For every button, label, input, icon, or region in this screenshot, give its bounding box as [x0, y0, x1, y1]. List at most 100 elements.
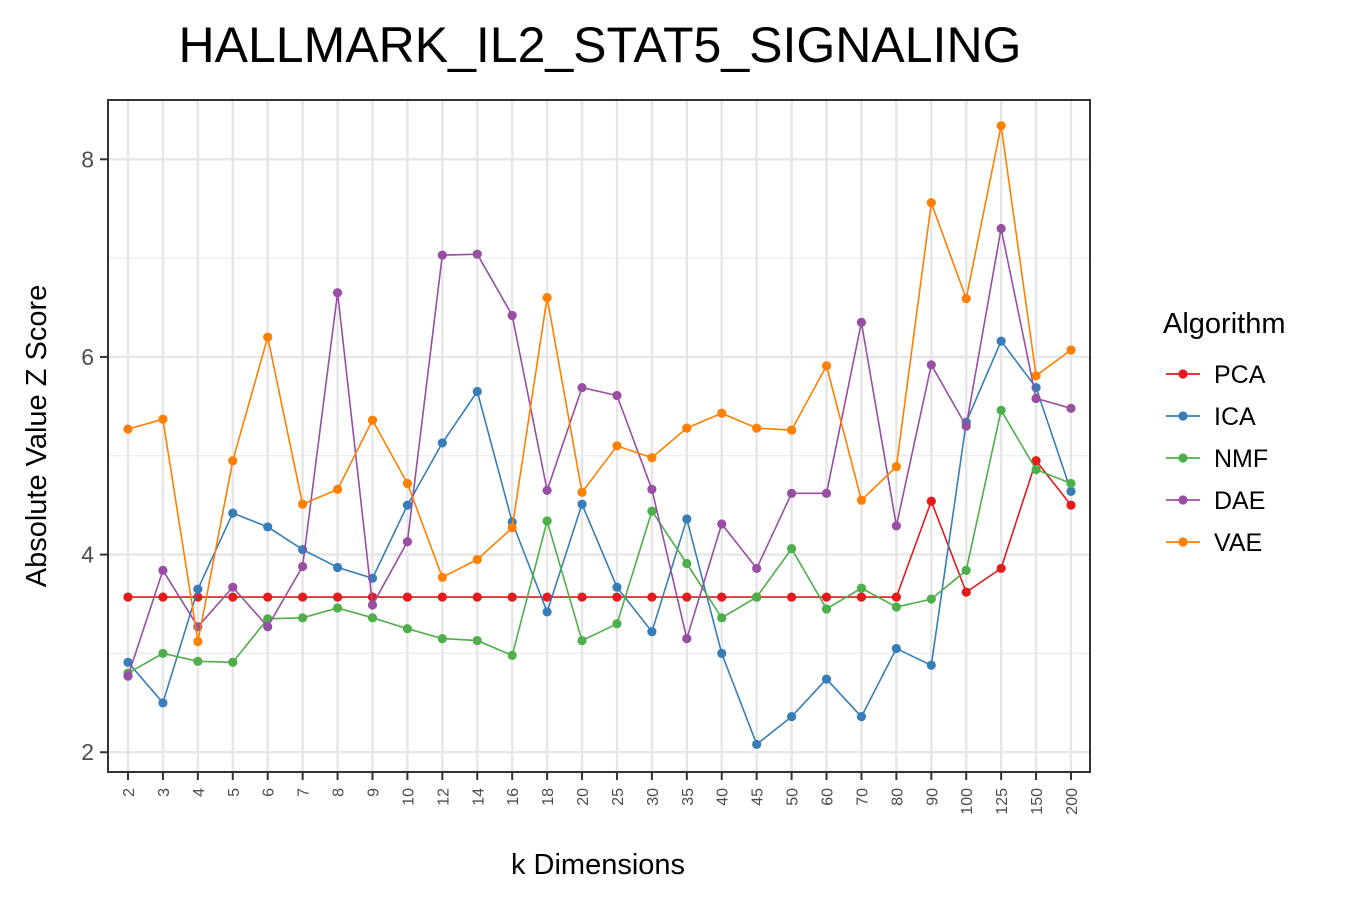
data-point-pca — [263, 592, 273, 602]
legend-key-point — [1178, 495, 1188, 505]
x-tick-label: 90 — [924, 788, 941, 806]
legend-item-nmf: NMF — [1166, 445, 1268, 473]
data-point-pca — [786, 592, 797, 602]
legend-key-point — [1178, 537, 1188, 547]
data-point-pca — [123, 592, 133, 602]
x-tick-label: 18 — [540, 788, 557, 806]
data-point-pca — [542, 592, 552, 602]
data-point-ica — [263, 522, 273, 532]
legend-key-point — [1178, 411, 1188, 421]
data-point-pca — [821, 592, 832, 602]
data-point-vae — [367, 415, 378, 425]
x-tick-label: 40 — [715, 788, 732, 806]
data-point-ica — [647, 627, 657, 637]
data-point-ica — [926, 660, 936, 670]
legend-item-vae: VAE — [1166, 529, 1262, 557]
grid-lines — [108, 100, 1090, 772]
data-point-nmf — [1031, 465, 1041, 475]
data-point-dae — [1066, 403, 1076, 413]
data-point-nmf — [298, 613, 308, 623]
data-point-nmf — [647, 506, 657, 516]
data-point-dae — [996, 223, 1006, 234]
series-pca — [123, 456, 1076, 602]
data-point-vae — [1066, 345, 1076, 355]
x-tick-label: 2 — [121, 788, 138, 797]
x-axis-title: k Dimensions — [511, 849, 685, 881]
data-point-dae — [332, 288, 343, 298]
data-point-nmf — [786, 544, 797, 554]
data-point-vae — [961, 294, 971, 304]
data-point-pca — [682, 592, 692, 602]
legend-label: DAE — [1214, 487, 1265, 515]
data-point-dae — [437, 250, 447, 260]
legend-label: NMF — [1214, 445, 1268, 473]
data-point-nmf — [332, 603, 343, 613]
legend-key-point — [1178, 369, 1188, 379]
data-point-dae — [647, 484, 657, 494]
data-point-ica — [193, 584, 203, 594]
data-point-ica — [996, 336, 1006, 346]
data-point-pca — [577, 592, 587, 602]
x-tick-label: 6 — [261, 788, 278, 797]
y-tick-label: 8 — [81, 146, 94, 172]
legend-item-ica: ICA — [1166, 403, 1256, 431]
x-tick-label: 200 — [1064, 788, 1081, 815]
data-point-nmf — [752, 592, 762, 602]
data-point-nmf — [472, 635, 482, 646]
x-tick-label: 100 — [959, 788, 976, 815]
data-point-ica — [856, 712, 867, 722]
series-line-vae — [127, 125, 1072, 642]
data-point-dae — [507, 310, 517, 321]
data-point-dae — [263, 622, 273, 632]
data-point-pca — [1031, 456, 1041, 466]
data-point-pca — [298, 592, 308, 602]
data-point-ica — [402, 500, 413, 510]
data-point-nmf — [1066, 478, 1076, 489]
data-point-dae — [682, 633, 692, 644]
data-point-vae — [856, 495, 867, 505]
x-tick-label: 45 — [750, 788, 767, 806]
series-line-ica — [127, 339, 1072, 746]
data-point-ica — [786, 712, 797, 722]
y-tick-label: 2 — [81, 739, 94, 765]
data-point-vae — [821, 361, 832, 371]
x-tick-label: 25 — [610, 788, 627, 806]
data-point-nmf — [717, 613, 727, 623]
data-point-pca — [402, 592, 413, 602]
data-point-nmf — [682, 558, 692, 569]
data-point-nmf — [961, 565, 971, 576]
data-point-dae — [926, 360, 936, 370]
data-point-ica — [228, 508, 238, 518]
legend-label: PCA — [1214, 361, 1266, 389]
data-point-vae — [577, 487, 587, 497]
x-tick-label: 8 — [331, 788, 348, 797]
series-vae — [123, 121, 1076, 647]
data-point-ica — [717, 648, 727, 659]
x-tick-label: 16 — [505, 788, 522, 806]
x-tick-label: 20 — [575, 788, 592, 806]
series-layer — [123, 121, 1076, 749]
x-tick-label: 60 — [820, 788, 837, 806]
x-tick-label: 70 — [854, 788, 871, 806]
x-tick-label: 50 — [785, 788, 802, 806]
x-tick-label: 7 — [296, 788, 313, 797]
series-nmf — [123, 405, 1076, 678]
series-line-dae — [127, 228, 1072, 677]
y-axis: 2 4 6 8 — [81, 146, 108, 765]
data-point-vae — [193, 636, 203, 647]
x-tick-label: 80 — [889, 788, 906, 806]
data-point-pca — [891, 592, 901, 602]
data-point-vae — [1031, 371, 1041, 381]
data-point-nmf — [996, 405, 1006, 415]
data-point-pca — [437, 592, 447, 602]
data-point-ica — [542, 607, 552, 617]
data-point-ica — [437, 438, 447, 448]
data-point-vae — [647, 453, 657, 463]
data-point-pca — [996, 563, 1006, 574]
plot-panel-border — [107, 99, 1091, 773]
data-point-dae — [158, 565, 168, 576]
data-point-dae — [752, 563, 762, 574]
data-point-pca — [1066, 500, 1076, 510]
data-point-pca — [612, 592, 622, 602]
